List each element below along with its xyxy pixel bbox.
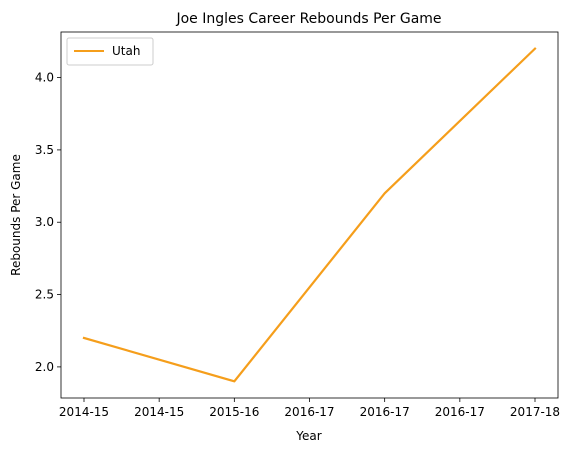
series-layer <box>82 47 537 383</box>
x-tick-label: 2016-17 <box>435 405 485 419</box>
x-tick-label: 2017-18 <box>510 405 560 419</box>
legend-box <box>66 37 154 66</box>
chart-title: Joe Ingles Career Rebounds Per Game <box>175 11 441 27</box>
plot-frame <box>60 31 559 399</box>
legend-label-utah: Utah <box>112 44 140 58</box>
y-axis-ticks: 2.0 2.5 3.0 3.5 4.0 <box>35 71 61 374</box>
x-tick-label: 2014-15 <box>134 405 184 419</box>
x-tick-label: 2016-17 <box>284 405 334 419</box>
plot-area <box>61 32 558 398</box>
series-line-utah <box>82 47 537 383</box>
x-axis-ticks: 2014-15 2014-15 2015-16 2016-17 2016-17 2016-… <box>59 398 560 419</box>
y-axis-label: Rebounds Per Game <box>9 154 23 276</box>
x-tick-label: 2014-15 <box>59 405 109 419</box>
x-tick-label: 2016-17 <box>360 405 410 419</box>
y-tick-label: 2.0 <box>35 360 54 374</box>
y-tick-label: 3.5 <box>35 143 54 157</box>
legend: Utah <box>66 37 154 66</box>
y-tick-label: 4.0 <box>35 71 54 85</box>
y-tick-label: 2.5 <box>35 288 54 302</box>
x-tick-label: 2015-16 <box>209 405 259 419</box>
y-tick-label: 3.0 <box>35 215 54 229</box>
x-axis-label: Year <box>295 429 321 443</box>
